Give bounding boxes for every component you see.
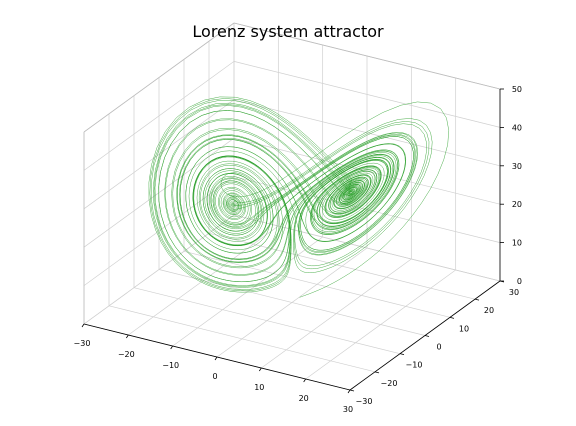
floor-gridline	[208, 232, 476, 300]
wall-gridline	[83, 99, 235, 210]
wall-gridline	[233, 214, 501, 282]
y-tick-label: 20	[484, 306, 494, 315]
y-tick-mark	[449, 316, 455, 319]
z-tick-label: 30	[512, 162, 522, 171]
x-axis-ticks: −30 −20 −10 0 10 20 30	[74, 323, 353, 414]
x-tick-mark	[125, 334, 129, 339]
x-tick-mark	[258, 367, 262, 372]
y-tick-label: −10	[406, 361, 423, 370]
floor-gridline	[108, 305, 376, 373]
y-tick-mark	[424, 335, 430, 337]
wall-gridline	[233, 61, 501, 128]
x-tick-mark	[347, 389, 351, 394]
floor-gridline	[133, 287, 401, 355]
x-tick-mark	[170, 345, 174, 350]
x-tick-mark	[214, 356, 218, 361]
x-tick-label: −20	[118, 350, 135, 359]
trajectory-line	[148, 96, 450, 298]
wall-gridline	[83, 61, 235, 171]
trajectory-series	[148, 96, 450, 298]
x-tick-mark	[81, 323, 85, 328]
x-tick-label: −10	[162, 361, 179, 370]
wall-gridline	[233, 99, 501, 167]
pane-edge	[233, 22, 501, 90]
z-axis-ticks: 0 10 20 30 40 50	[500, 85, 522, 286]
x-tick-label: 20	[299, 394, 309, 403]
x-tick-label: 30	[343, 405, 353, 414]
y-tick-label: 10	[459, 324, 469, 333]
z-tick-label: 50	[512, 85, 522, 94]
y-tick-mark	[399, 353, 405, 356]
floor-gridline	[183, 250, 451, 318]
y-tick-mark	[474, 298, 480, 301]
pane-edge	[83, 22, 235, 133]
z-tick-label: 10	[512, 239, 522, 248]
y-tick-label: 30	[509, 288, 519, 297]
x-tick-label: 10	[254, 383, 264, 392]
y-tick-label: 0	[436, 343, 441, 352]
z-tick-label: 20	[512, 200, 522, 209]
y-tick-label: −30	[356, 397, 373, 406]
z-tick-label: 40	[512, 123, 522, 132]
chart-grid	[83, 22, 501, 391]
x-tick-label: −30	[74, 339, 91, 348]
y-tick-mark	[349, 389, 355, 392]
z-tick-label: 0	[517, 277, 522, 286]
x-tick-label: 0	[212, 372, 217, 381]
chart-title: Lorenz system attractor	[192, 22, 384, 41]
y-axis-ticks: −30 −20 −10 0 10 20 30	[349, 280, 519, 406]
y-tick-label: −20	[381, 379, 398, 388]
x-tick-mark	[303, 378, 307, 383]
y-tick-mark	[374, 371, 380, 374]
